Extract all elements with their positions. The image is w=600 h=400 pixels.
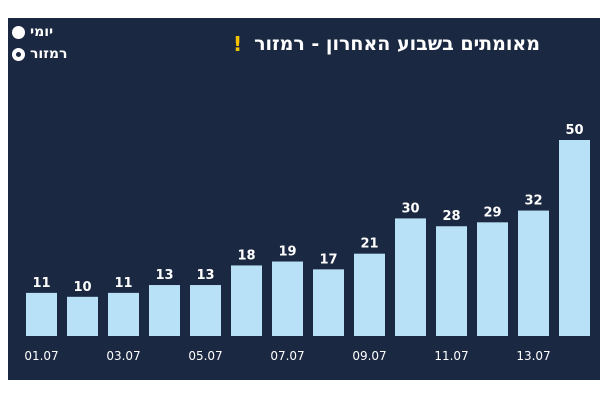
x-tick-09.07: 09.07: [352, 349, 386, 363]
warning-icon: !: [232, 32, 243, 56]
bar-10.07: [395, 218, 426, 336]
value-label-14.07: 50: [565, 123, 583, 138]
bar-03.07: [108, 292, 139, 336]
value-label-13.07: 32: [524, 194, 542, 209]
ramzor-option[interactable]: רמזור: [12, 46, 67, 62]
bar-14.07: [559, 140, 590, 336]
value-label-08.07: 17: [319, 252, 337, 267]
value-label-12.07: 29: [483, 205, 501, 220]
value-label-09.07: 21: [360, 237, 378, 252]
x-tick-03.07: 03.07: [106, 349, 140, 363]
daily-radio[interactable]: [12, 25, 25, 39]
bar-13.07: [518, 210, 549, 336]
chart-title: מאומתים בשבוע האחרון - רמזור: [254, 33, 540, 55]
bar-04.07: [149, 285, 180, 336]
value-label-06.07: 18: [237, 248, 255, 263]
bar-09.07: [354, 253, 385, 336]
bar-07.07: [272, 261, 303, 336]
value-label-04.07: 13: [155, 268, 173, 283]
x-tick-11.07: 11.07: [434, 349, 468, 363]
value-label-11.07: 28: [442, 209, 460, 224]
chart-panel: יומי רמזור מאומתים בשבוע האחרון - רמזור …: [8, 18, 600, 380]
bar-chart: 11 01.07 10 11 03.07 13 13 05.07 18 19 07.07 17 21 09…: [24, 123, 590, 363]
chart-header: מאומתים בשבוע האחרון - רמזור !: [233, 32, 540, 56]
daily-option-label: יומי: [30, 24, 54, 40]
x-tick-05.07: 05.07: [188, 349, 222, 363]
bar-01.07: [26, 292, 57, 336]
value-label-01.07: 11: [32, 276, 50, 291]
value-label-03.07: 11: [114, 276, 132, 291]
value-label-10.07: 30: [401, 201, 419, 216]
bar-02.07: [67, 296, 98, 336]
bar-06.07: [231, 265, 262, 336]
ramzor-radio[interactable]: [12, 47, 25, 61]
bar-05.07: [190, 285, 221, 336]
value-label-07.07: 19: [278, 245, 296, 260]
view-toggle: יומי רמזור: [12, 24, 67, 62]
value-label-02.07: 10: [73, 280, 91, 295]
bar-08.07: [313, 269, 344, 336]
value-label-05.07: 13: [196, 268, 214, 283]
x-tick-01.07: 01.07: [24, 349, 58, 363]
bar-11.07: [436, 226, 467, 336]
bar-12.07: [477, 222, 508, 336]
ramzor-option-label: רמזור: [30, 46, 68, 62]
x-tick-07.07: 07.07: [270, 349, 304, 363]
daily-option[interactable]: יומי: [12, 24, 67, 40]
x-tick-13.07: 13.07: [516, 349, 550, 363]
